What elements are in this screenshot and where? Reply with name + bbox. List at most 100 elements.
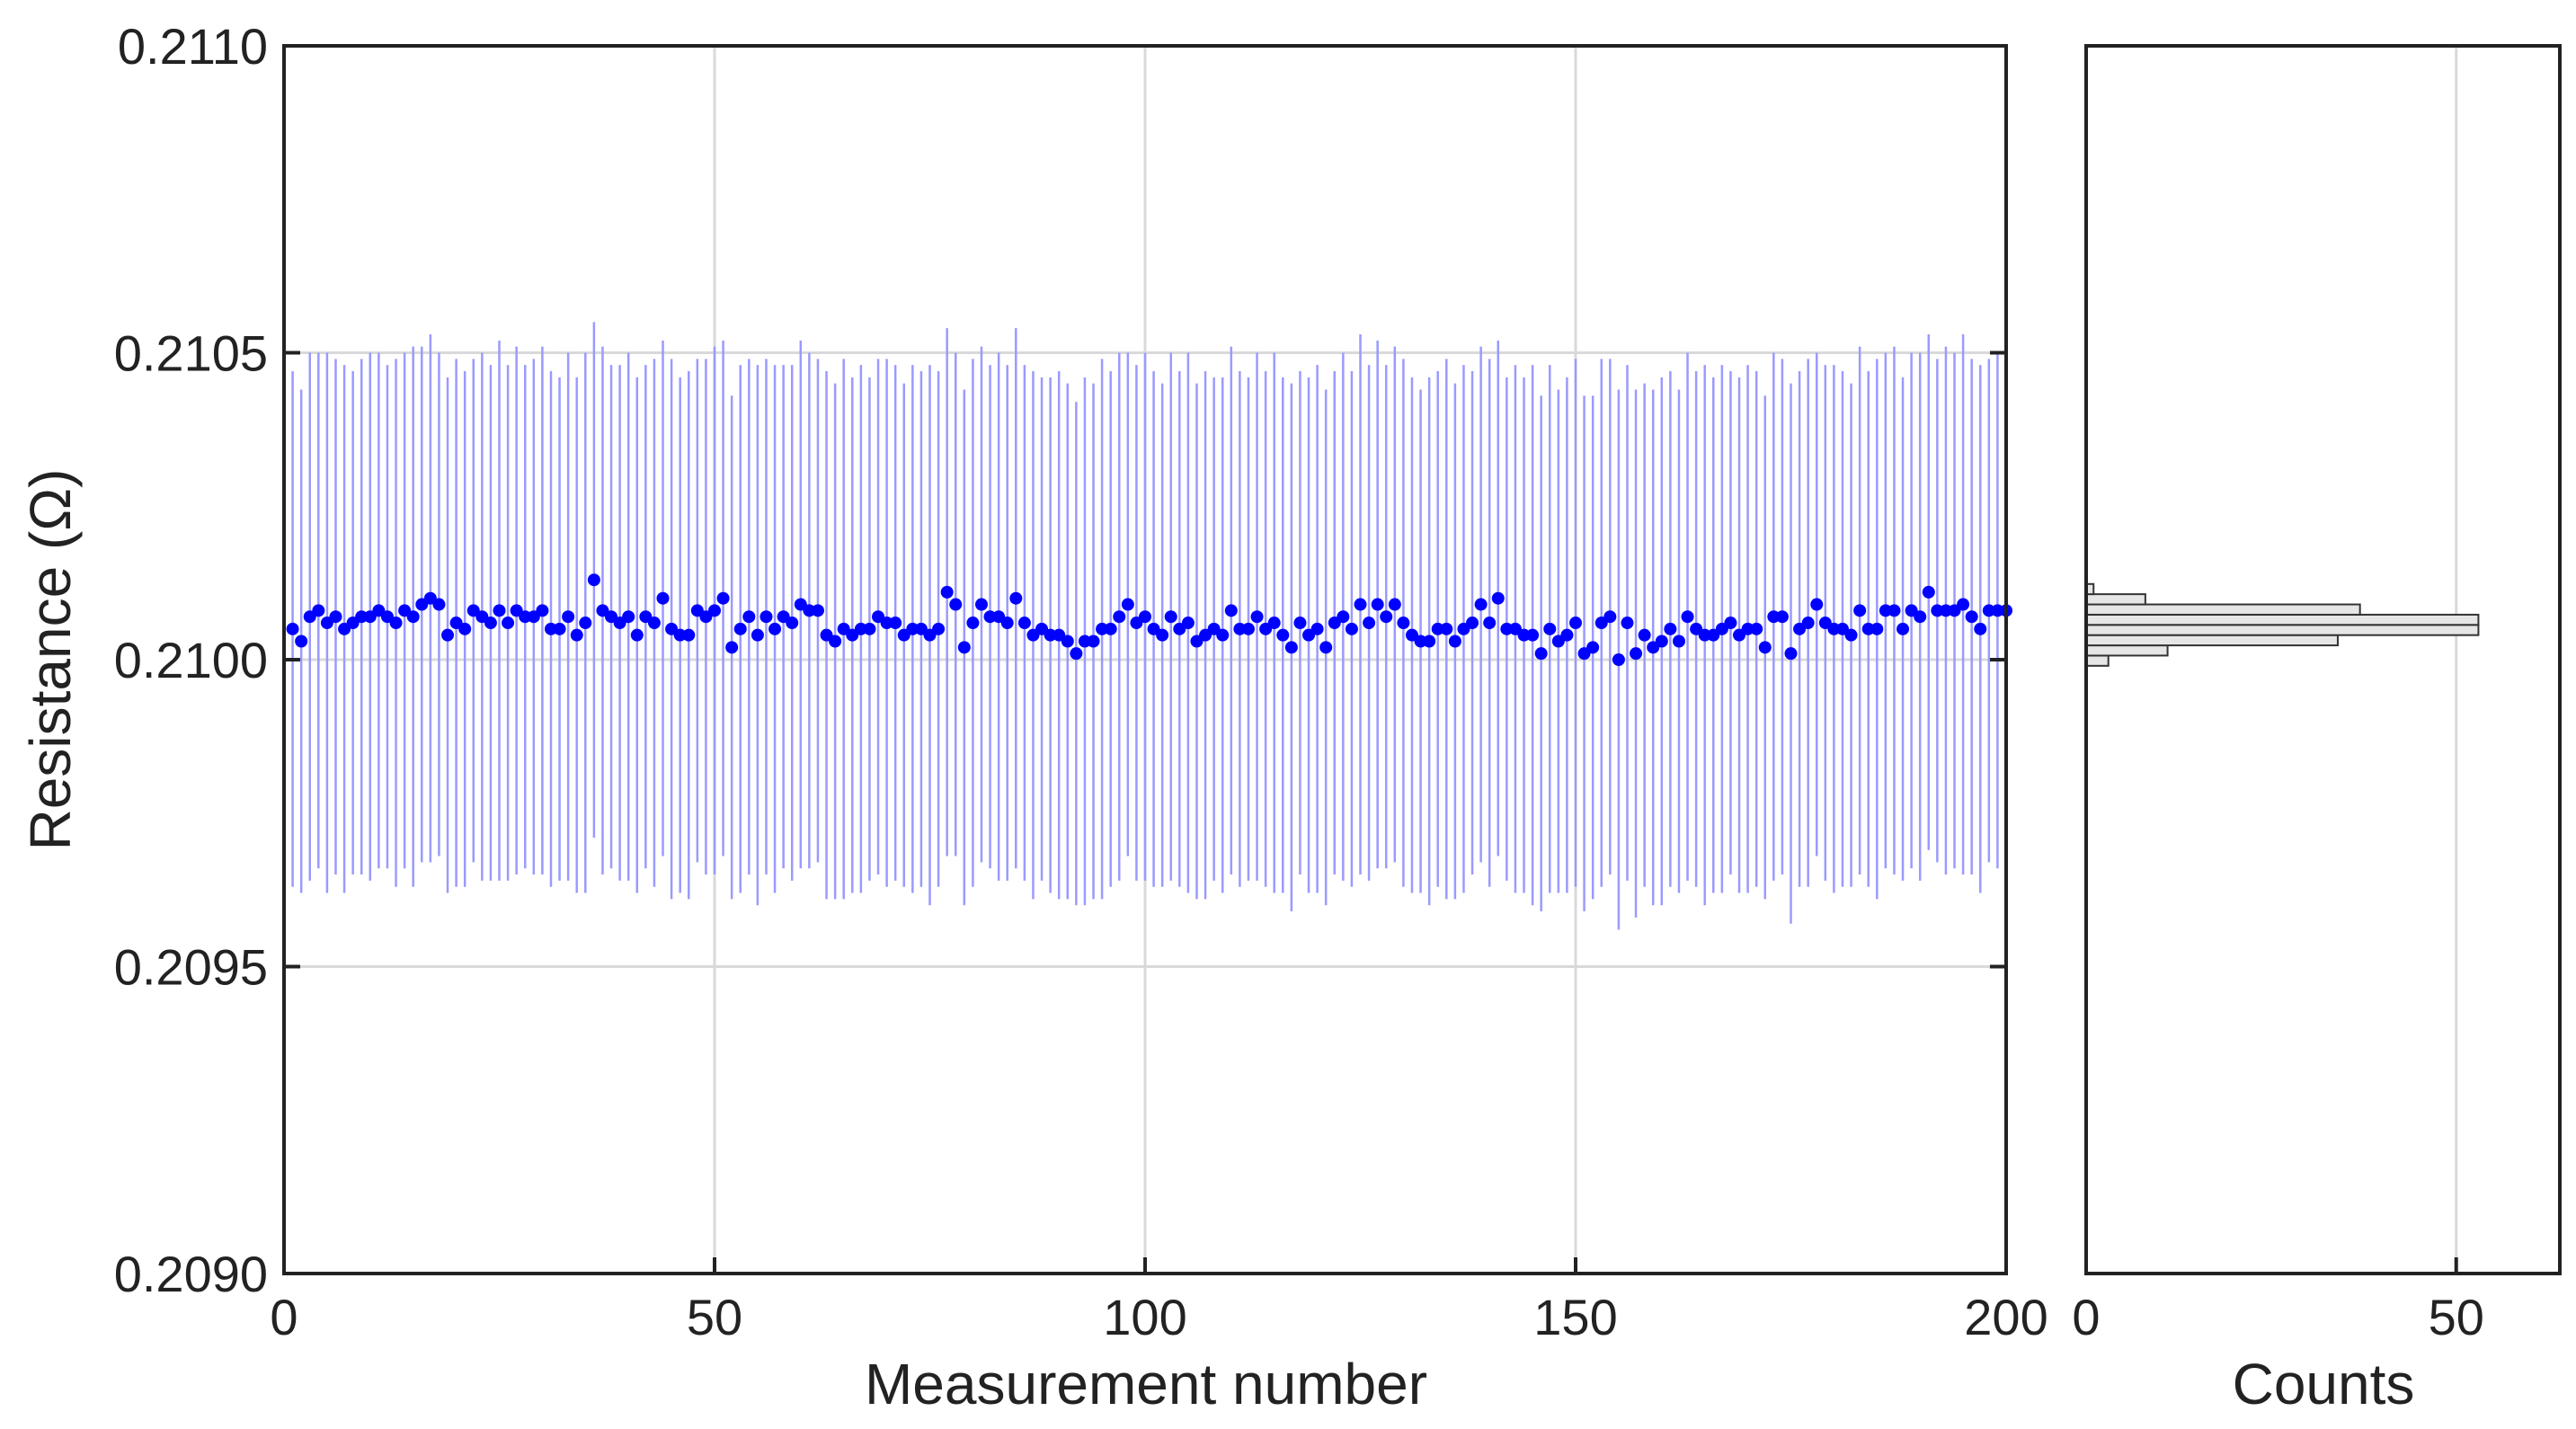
data-point xyxy=(1517,628,1531,642)
data-point xyxy=(1664,622,1677,635)
data-point xyxy=(1371,598,1384,611)
data-point xyxy=(863,622,876,635)
data-point xyxy=(1267,617,1281,630)
data-point xyxy=(1466,617,1479,630)
data-point xyxy=(1233,622,1247,635)
y-tick-label: 0.2095 xyxy=(114,939,268,996)
data-point xyxy=(355,610,369,624)
data-point xyxy=(1569,617,1582,630)
histogram-bar xyxy=(2085,624,2480,636)
data-point xyxy=(811,604,824,617)
data-point xyxy=(432,598,446,611)
data-point xyxy=(1914,610,1927,624)
data-point xyxy=(553,622,566,635)
x-tick-label: 200 xyxy=(1964,1289,2047,1345)
data-point xyxy=(1896,622,1910,635)
data-point xyxy=(562,610,575,624)
data-point xyxy=(1784,647,1798,661)
data-point xyxy=(1423,635,1436,648)
y-tick-label: 0.2105 xyxy=(114,325,268,382)
data-point xyxy=(587,573,600,587)
data-point xyxy=(1534,647,1548,661)
data-point xyxy=(854,622,867,635)
data-point xyxy=(1939,604,1952,617)
data-point xyxy=(1181,617,1195,630)
data-point xyxy=(312,604,325,617)
histogram-bar xyxy=(2085,654,2110,667)
data-point xyxy=(1216,628,1230,642)
data-point xyxy=(1526,628,1540,642)
plot-frame xyxy=(2084,44,2562,1275)
data-point xyxy=(502,617,515,630)
data-point xyxy=(742,610,756,624)
data-point xyxy=(1698,628,1711,642)
data-point xyxy=(708,604,721,617)
data-point xyxy=(1017,617,1031,630)
data-point xyxy=(1767,610,1781,624)
data-point xyxy=(1612,653,1625,666)
histogram-bar xyxy=(2085,613,2480,626)
data-point xyxy=(1775,610,1789,624)
data-point xyxy=(1397,617,1410,630)
data-point xyxy=(1363,617,1376,630)
data-point xyxy=(329,610,342,624)
data-point xyxy=(1474,598,1488,611)
data-point xyxy=(286,622,299,635)
data-point xyxy=(957,641,971,654)
y-tick-label: 0.2100 xyxy=(114,632,268,688)
data-point xyxy=(406,610,420,624)
x-tick-label: 50 xyxy=(687,1289,742,1345)
data-point xyxy=(803,604,816,617)
data-point xyxy=(1870,622,1884,635)
data-point xyxy=(1888,604,1901,617)
data-point xyxy=(1044,628,1057,642)
data-point xyxy=(1483,617,1497,630)
hist-x-axis-label: Counts xyxy=(2233,1352,2415,1416)
data-point xyxy=(1931,604,1944,617)
x-tick-label: 0 xyxy=(270,1289,298,1345)
data-point xyxy=(1741,622,1754,635)
data-point xyxy=(1586,641,1600,654)
data-point xyxy=(1861,622,1875,635)
data-point xyxy=(579,617,592,630)
data-point xyxy=(1543,622,1557,635)
data-point xyxy=(966,617,980,630)
data-point xyxy=(1810,598,1824,611)
data-point xyxy=(536,604,549,617)
data-point xyxy=(1380,610,1393,624)
data-point xyxy=(768,622,782,635)
data-point xyxy=(1965,610,1978,624)
data-point xyxy=(673,628,687,642)
data-point xyxy=(1156,628,1169,642)
data-point xyxy=(1345,622,1358,635)
data-point xyxy=(1638,628,1651,642)
data-point xyxy=(1560,628,1574,642)
data-point xyxy=(1000,617,1014,630)
data-point xyxy=(1310,622,1324,635)
data-point xyxy=(1164,610,1177,624)
data-point xyxy=(1724,617,1737,630)
data-point xyxy=(1957,598,1970,611)
data-point xyxy=(751,628,764,642)
data-point xyxy=(1844,628,1858,642)
data-point xyxy=(1991,604,2004,617)
data-point xyxy=(389,617,403,630)
data-point xyxy=(519,610,532,624)
data-point xyxy=(1139,610,1151,624)
histogram-bar xyxy=(2085,634,2339,647)
data-point xyxy=(1879,604,1892,617)
data-point xyxy=(940,585,954,599)
data-point xyxy=(1276,628,1290,642)
data-point xyxy=(1500,622,1514,635)
data-point xyxy=(441,628,455,642)
data-point xyxy=(1284,641,1298,654)
y-tick-label: 0.2110 xyxy=(118,18,268,75)
data-point xyxy=(829,635,842,648)
data-point xyxy=(544,622,557,635)
y-axis-label: Resistance (Ω) xyxy=(18,469,83,851)
data-point xyxy=(1009,591,1023,605)
data-point xyxy=(484,617,497,630)
data-point xyxy=(1448,635,1461,648)
